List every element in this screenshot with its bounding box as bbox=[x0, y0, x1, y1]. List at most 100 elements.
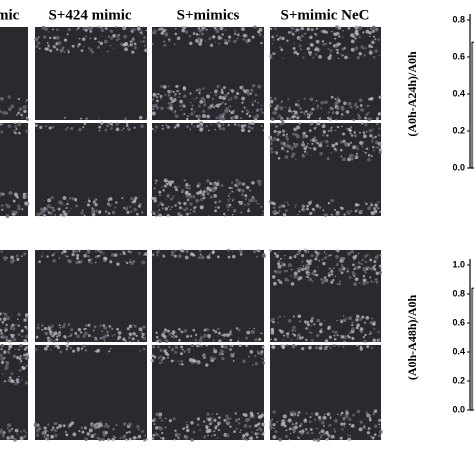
cell-texture bbox=[58, 324, 61, 327]
cell-texture bbox=[333, 147, 337, 151]
cell-texture bbox=[59, 48, 64, 53]
cell-texture bbox=[99, 254, 101, 257]
cell-texture bbox=[94, 255, 98, 259]
cell-texture bbox=[167, 85, 170, 88]
cell-texture bbox=[200, 32, 204, 36]
cell-texture bbox=[124, 117, 127, 121]
cell-texture bbox=[297, 99, 300, 102]
cell-texture bbox=[247, 125, 251, 129]
cell-texture bbox=[345, 411, 349, 415]
cell-texture bbox=[269, 425, 273, 430]
cell-texture bbox=[339, 280, 341, 282]
cell-texture bbox=[326, 134, 329, 137]
cell-texture bbox=[13, 192, 18, 197]
cell-texture bbox=[313, 136, 317, 140]
cell-texture bbox=[325, 438, 329, 442]
cell-texture bbox=[165, 198, 167, 200]
cell-texture bbox=[141, 31, 143, 33]
cell-texture bbox=[249, 327, 251, 330]
cell-texture bbox=[287, 319, 292, 323]
cell-texture bbox=[157, 93, 160, 96]
cell-texture bbox=[360, 108, 365, 112]
cell-texture bbox=[4, 335, 9, 340]
cell-texture bbox=[362, 150, 364, 153]
cell-texture bbox=[120, 129, 123, 132]
cell-texture bbox=[192, 328, 196, 332]
cell-texture bbox=[268, 200, 272, 203]
cell-texture bbox=[354, 277, 359, 282]
cell-texture bbox=[348, 212, 351, 215]
cell-texture bbox=[8, 347, 11, 351]
cell-texture bbox=[299, 106, 302, 110]
cell-texture bbox=[294, 425, 298, 430]
cell-texture bbox=[189, 41, 193, 46]
cell-texture bbox=[330, 434, 335, 439]
cell-texture bbox=[98, 423, 103, 427]
cell-texture bbox=[76, 334, 80, 339]
cell-texture bbox=[152, 98, 154, 101]
cell-texture bbox=[231, 186, 233, 189]
cell-texture bbox=[170, 359, 174, 363]
cell-texture bbox=[330, 152, 333, 154]
cell-texture bbox=[152, 104, 156, 109]
cell-texture bbox=[157, 345, 160, 347]
cell-texture bbox=[256, 202, 258, 204]
cell-texture bbox=[198, 190, 202, 194]
cell-texture bbox=[327, 273, 331, 277]
cell-texture bbox=[233, 95, 238, 100]
cell-texture bbox=[358, 281, 361, 284]
cell-texture bbox=[252, 363, 254, 366]
cell-texture bbox=[305, 268, 310, 273]
cell-texture bbox=[305, 110, 308, 113]
cell-texture bbox=[82, 126, 85, 129]
cell-texture bbox=[133, 46, 137, 50]
cell-texture bbox=[286, 332, 290, 336]
cell-texture bbox=[99, 250, 103, 254]
cell-texture bbox=[11, 323, 15, 327]
cell-texture bbox=[111, 327, 114, 330]
cell-texture bbox=[163, 30, 165, 32]
cell-texture bbox=[305, 428, 308, 431]
cell-texture bbox=[373, 327, 376, 330]
cell-texture bbox=[290, 413, 294, 417]
cell-texture bbox=[350, 249, 354, 254]
cell-texture bbox=[174, 32, 178, 36]
cell-texture bbox=[63, 38, 68, 42]
cell-texture bbox=[17, 122, 22, 127]
cell-texture bbox=[339, 258, 344, 263]
cell-texture bbox=[273, 337, 278, 342]
cell-texture bbox=[2, 317, 7, 322]
cell-texture bbox=[205, 363, 209, 367]
cell-texture bbox=[328, 423, 332, 427]
cell-texture bbox=[9, 376, 12, 379]
cell-texture bbox=[349, 57, 351, 59]
cell-texture bbox=[178, 338, 181, 342]
cell-texture bbox=[167, 356, 169, 359]
cell-texture bbox=[331, 112, 334, 115]
cell-texture bbox=[98, 125, 102, 129]
cell-texture bbox=[295, 134, 300, 139]
cell-texture bbox=[164, 338, 169, 343]
cell-texture bbox=[251, 35, 255, 39]
cell-texture bbox=[105, 211, 107, 213]
cell-texture bbox=[223, 42, 226, 44]
cell-texture bbox=[367, 154, 371, 157]
cell-texture bbox=[50, 434, 54, 439]
cell-texture bbox=[52, 45, 55, 48]
cell-texture bbox=[277, 264, 282, 269]
cell-texture bbox=[168, 346, 171, 348]
cell-texture bbox=[363, 54, 366, 57]
cell-texture bbox=[224, 102, 227, 105]
cell-texture bbox=[182, 87, 187, 91]
cell-texture bbox=[46, 344, 50, 348]
cell-texture bbox=[193, 98, 196, 100]
cell-texture bbox=[84, 28, 88, 32]
y-axis-label: (A0h-A48h)/A0h bbox=[405, 295, 419, 381]
cell-texture bbox=[286, 335, 290, 339]
cell-texture bbox=[340, 271, 344, 275]
cell-texture bbox=[110, 36, 114, 40]
cell-texture bbox=[245, 336, 249, 340]
cell-texture bbox=[53, 252, 56, 255]
cell-texture bbox=[335, 111, 339, 115]
cell-texture bbox=[239, 249, 243, 254]
